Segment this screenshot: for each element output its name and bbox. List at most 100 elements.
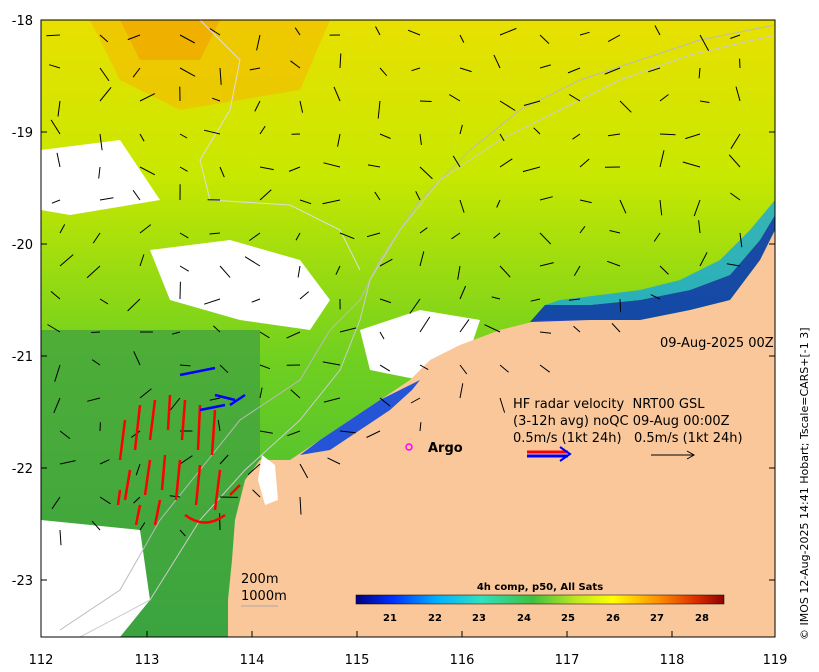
- current-vector: [322, 361, 341, 366]
- current-vector: [219, 454, 229, 465]
- current-vector: [579, 158, 590, 168]
- no-data-region-1: [41, 140, 160, 215]
- no-data-region-3: [150, 240, 330, 330]
- current-vector: [698, 67, 701, 79]
- current-vector: [451, 232, 461, 240]
- current-vector: [411, 67, 421, 72]
- current-vector: [410, 397, 421, 404]
- current-vector: [327, 457, 341, 465]
- current-vector: [219, 364, 229, 374]
- current-vector: [366, 430, 381, 438]
- current-vector: [254, 100, 261, 112]
- current-vector: [728, 154, 741, 168]
- current-vector: [59, 529, 62, 546]
- y-tick-label: -18: [12, 14, 33, 29]
- colorbar-tick: 28: [695, 613, 709, 624]
- y-tick-label: -22: [12, 462, 33, 477]
- current-vector: [379, 258, 393, 267]
- current-vector: [572, 133, 581, 140]
- current-vector: [730, 192, 741, 201]
- current-vector: [449, 94, 461, 102]
- plot-frame: [40, 19, 776, 638]
- current-vector: [579, 226, 586, 234]
- colorbar-title: 4h comp, p50, All Sats: [477, 582, 603, 593]
- current-vector: [259, 166, 274, 171]
- current-vector: [179, 455, 193, 465]
- current-vector: [499, 397, 506, 413]
- current-vector: [659, 94, 669, 102]
- current-vector: [139, 254, 145, 267]
- current-vector: [419, 166, 433, 180]
- current-vector: [484, 324, 501, 333]
- current-vector: [539, 364, 550, 373]
- current-vector: [204, 298, 221, 305]
- current-vector: [219, 265, 231, 278]
- colorbar-tick: 25: [561, 613, 575, 624]
- current-vector: [256, 34, 261, 51]
- current-vector: [290, 389, 301, 399]
- current-vector: [539, 331, 552, 334]
- current-vector: [295, 232, 301, 241]
- current-vector: [619, 100, 632, 113]
- x-tick-label: 113: [135, 653, 160, 668]
- current-vector: [607, 133, 621, 137]
- current-vector: [539, 262, 554, 267]
- current-vector: [249, 67, 261, 71]
- legend-line3: 0.5m/s (1kt 24h) 0.5m/s (1kt 24h): [513, 431, 743, 446]
- current-vector: [459, 383, 464, 399]
- current-vector: [259, 364, 271, 370]
- current-vector: [604, 67, 621, 75]
- current-vector: [133, 496, 141, 504]
- current-vector: [286, 331, 301, 339]
- current-vector: [459, 67, 472, 73]
- current-vector: [739, 232, 743, 248]
- colorbar-tick: 27: [650, 613, 664, 624]
- current-vector: [244, 256, 261, 267]
- current-vector: [297, 265, 301, 278]
- current-vector: [730, 133, 741, 149]
- current-vector: [170, 397, 181, 411]
- current-vector: [699, 100, 710, 103]
- current-vector: [99, 459, 110, 465]
- current-vector: [419, 100, 432, 102]
- current-vector: [91, 520, 101, 531]
- current-vector: [99, 86, 112, 102]
- current-vector: [730, 34, 741, 39]
- current-vector: [619, 298, 622, 313]
- legend-arrow-black: [651, 450, 696, 460]
- y-tick-label: -21: [12, 350, 33, 365]
- current-vector: [568, 93, 581, 102]
- current-vector: [259, 125, 266, 135]
- current-vector: [299, 100, 304, 113]
- current-vector: [209, 397, 221, 401]
- current-vector: [209, 28, 221, 36]
- current-vector: [179, 133, 188, 139]
- current-vector: [86, 265, 101, 279]
- y-tick-label: -23: [12, 574, 33, 589]
- current-vector: [573, 265, 581, 277]
- current-vector: [299, 199, 312, 205]
- current-vector: [377, 100, 381, 119]
- current-vector: [179, 529, 186, 537]
- current-vector: [685, 133, 701, 140]
- current-vector: [99, 496, 111, 505]
- current-vector: [499, 265, 511, 278]
- current-vector: [299, 463, 309, 479]
- current-vector: [99, 34, 109, 43]
- x-tick-label: 115: [345, 653, 370, 668]
- current-vector: [139, 166, 156, 176]
- current-vector: [99, 67, 110, 82]
- current-vector: [46, 34, 61, 37]
- current-vector: [179, 232, 189, 239]
- x-tick-label: 119: [763, 653, 788, 668]
- current-vector: [579, 199, 592, 204]
- current-vector: [654, 25, 661, 36]
- current-vector: [619, 199, 627, 214]
- current-vector: [87, 397, 101, 402]
- current-vector: [179, 364, 191, 367]
- x-tick-label: 117: [555, 653, 580, 668]
- current-vector: [539, 64, 551, 69]
- current-vector: [50, 291, 61, 300]
- colorbar-tick: 22: [428, 613, 442, 624]
